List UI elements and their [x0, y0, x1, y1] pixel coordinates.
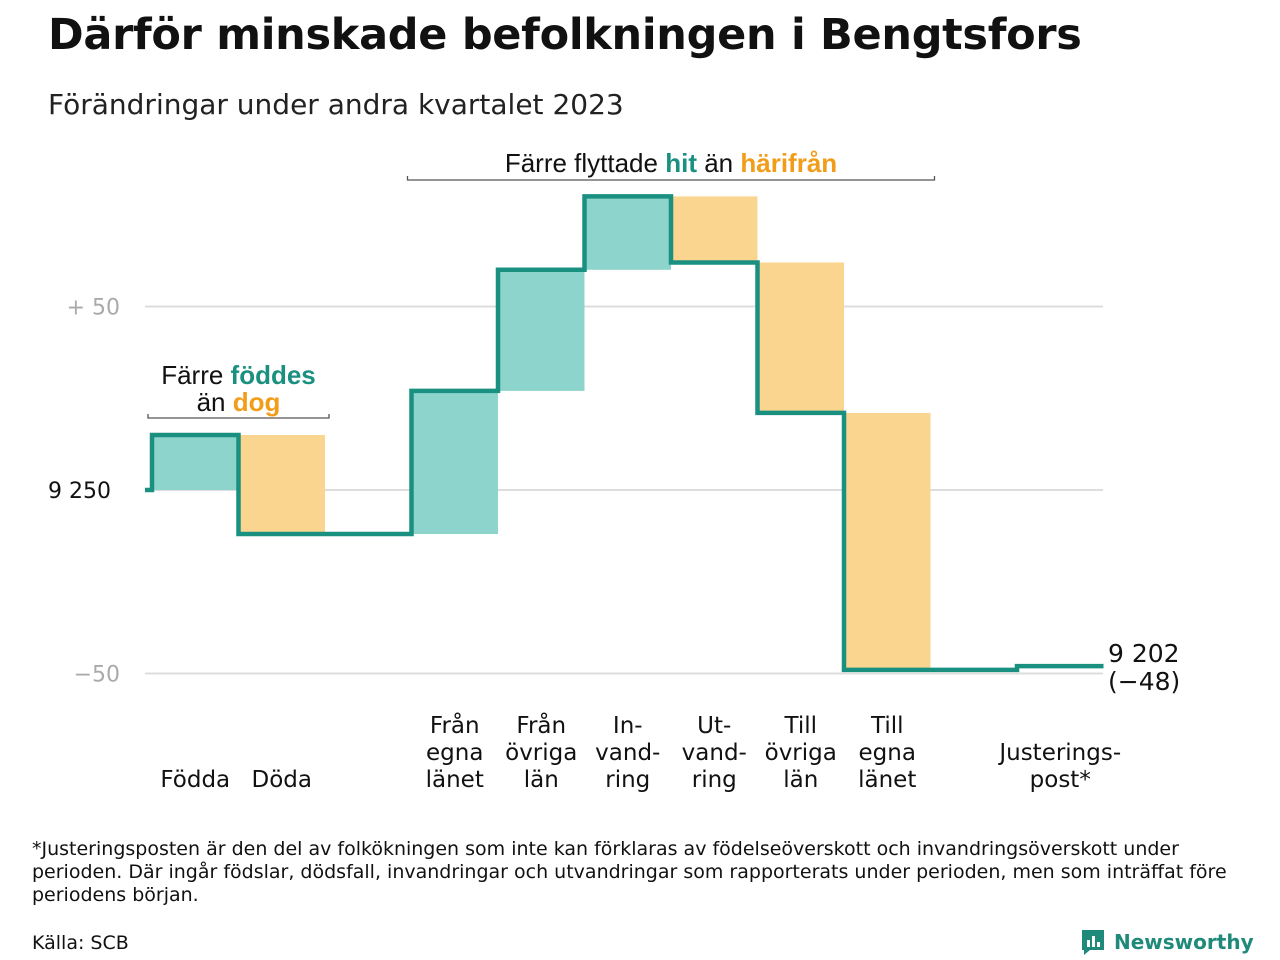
category-label: vand- — [682, 740, 747, 766]
annotation-text-segment: Färre — [161, 360, 230, 390]
y-tick-label: + 50 — [67, 296, 120, 321]
outflow-bar — [238, 434, 325, 535]
category-label: vand- — [595, 740, 660, 766]
newsworthy-logo: Newsworthy — [1080, 928, 1254, 956]
y-tick-label: −50 — [74, 663, 120, 688]
inflow-bar — [584, 196, 671, 270]
annotation-text-segment: föddes — [231, 360, 316, 390]
newsworthy-logo-icon — [1082, 930, 1104, 955]
footnote: *Justeringsposten är den del av folkökni… — [32, 838, 1227, 906]
annotation-moves-line: Färre flyttade hit än härifrån — [505, 148, 837, 178]
annotation-text-segment: hit — [665, 148, 697, 178]
category-label: egna — [426, 740, 483, 766]
annotation-births-line: Färre föddes — [161, 360, 316, 390]
annotation-bracket — [147, 414, 330, 419]
category-label: In- — [613, 713, 643, 739]
running-total-line — [145, 194, 1104, 673]
source-note: Källa: SCB — [32, 932, 129, 954]
chart-title: Därför minskade befolkningen i Bengtsfor… — [48, 10, 1082, 60]
annotation-text-segment: dog — [233, 387, 281, 417]
end-change-label: (−48) — [1108, 667, 1180, 696]
category-label: post* — [1030, 767, 1091, 793]
annotation-bracket — [406, 176, 936, 181]
annotation-text-segment: än — [697, 148, 740, 178]
inflow-bar — [152, 434, 239, 490]
outflow-bar — [671, 196, 758, 263]
annotation-text-segment: än — [197, 387, 233, 417]
category-label: Födda — [160, 767, 230, 793]
outflow-bar — [757, 262, 844, 413]
category-label: Justerings- — [997, 740, 1121, 766]
category-label: övriga — [505, 740, 577, 766]
category-label: egna — [859, 740, 916, 766]
category-label: Från — [516, 711, 566, 739]
category-label: länet — [858, 767, 916, 793]
category-label: ring — [692, 767, 737, 793]
outflow-bar — [844, 412, 931, 670]
inflow-bar — [498, 269, 585, 391]
annotation-text-segment: Färre flyttade — [505, 148, 665, 178]
category-label: län — [783, 767, 818, 793]
category-label: Från — [430, 711, 480, 739]
category-label: ring — [605, 767, 650, 793]
annotation-births-line: än dog — [197, 387, 281, 417]
newsworthy-logo-text: Newsworthy — [1114, 930, 1254, 954]
inflow-bar — [411, 390, 498, 535]
annotation-text-segment: härifrån — [740, 148, 837, 178]
category-label: Till — [870, 713, 904, 739]
end-value-label: 9 202 — [1108, 639, 1180, 668]
category-label: Till — [783, 713, 817, 739]
category-label: övriga — [765, 740, 837, 766]
category-label: län — [524, 767, 559, 793]
category-label: Döda — [252, 767, 312, 793]
chart-subtitle: Förändringar under andra kvartalet 2023 — [48, 88, 624, 121]
y-tick-label: 9 250 — [48, 479, 111, 504]
category-label: länet — [426, 767, 484, 793]
category-label: Ut- — [697, 713, 731, 739]
